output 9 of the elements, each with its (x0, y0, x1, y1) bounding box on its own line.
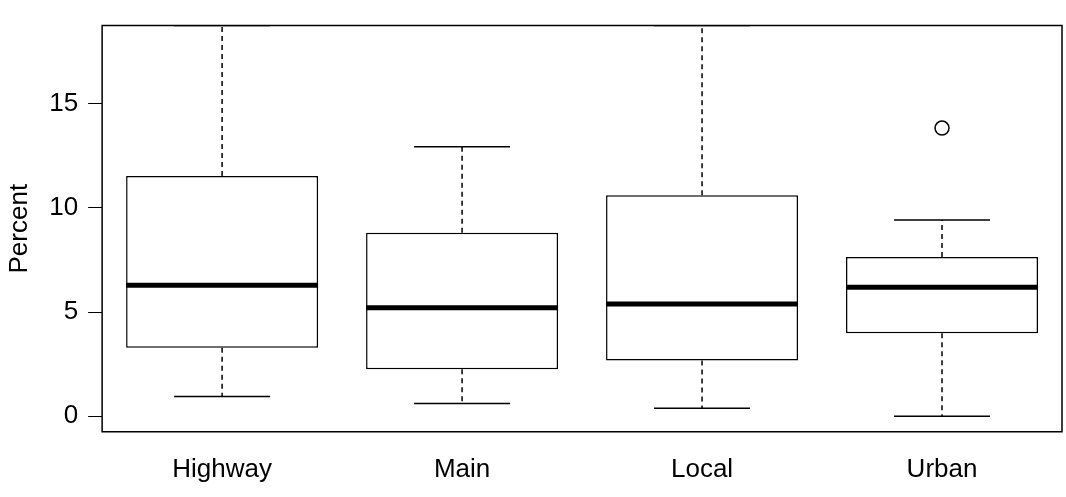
x-tick-label: Highway (172, 452, 272, 483)
y-tick-label: 5 (63, 295, 79, 326)
x-tick-label: Local (670, 452, 734, 483)
y-tick-label: 10 (49, 191, 79, 222)
x-tick-label: Main (433, 452, 491, 483)
y-axis-title: Percent (2, 183, 33, 274)
x-tick-label: Urban (906, 452, 978, 483)
y-tick-label: 0 (63, 399, 79, 430)
y-tick-label: 15 (49, 86, 79, 117)
